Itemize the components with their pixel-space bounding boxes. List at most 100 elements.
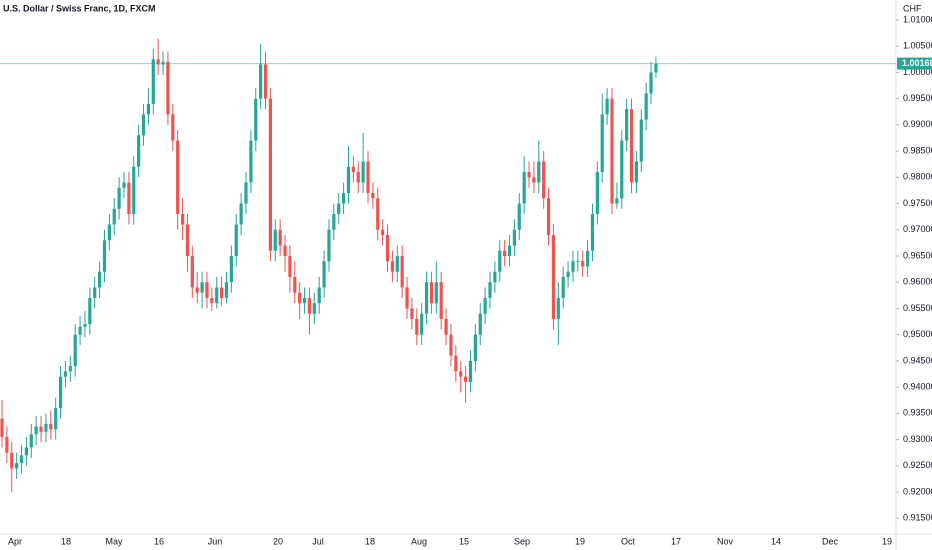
candle-body: [268, 98, 272, 251]
candle-body: [34, 426, 38, 435]
candle-body: [522, 172, 526, 204]
candle-body: [459, 371, 463, 377]
candle-body: [239, 203, 243, 225]
candle-body: [29, 434, 33, 448]
candle-body: [98, 271, 102, 288]
candle-body: [249, 140, 253, 183]
time-tick-label: 19: [575, 536, 585, 546]
candle-body: [302, 297, 307, 304]
time-tick-label: Sep: [514, 536, 530, 546]
candle-body: [229, 255, 233, 283]
candle-body: [551, 235, 556, 319]
candle-body: [625, 109, 629, 141]
candle-body: [424, 282, 429, 314]
candle-body: [68, 366, 72, 372]
candle-body: [39, 426, 43, 432]
time-tick-label: 18: [61, 536, 71, 546]
candle-body: [117, 187, 121, 209]
candle-body: [590, 214, 595, 251]
time-tick-label: Oct: [621, 536, 636, 546]
candle-body: [220, 287, 224, 298]
candle-body: [595, 172, 599, 215]
time-tick-label: 16: [154, 536, 164, 546]
candle-body: [342, 193, 346, 204]
candle-body: [127, 182, 131, 215]
candle-body: [141, 114, 146, 136]
candle-body: [10, 452, 14, 469]
candle-body: [205, 282, 209, 298]
candle-body: [107, 224, 111, 241]
candle-body: [478, 313, 482, 335]
candle-body: [629, 109, 634, 183]
candle-body: [527, 172, 531, 178]
candle-body: [54, 408, 58, 430]
price-tick-label: 1.00500: [903, 41, 932, 51]
candle-body: [385, 235, 390, 262]
candle-body: [390, 261, 394, 272]
candle-body: [473, 334, 477, 361]
candle-body: [337, 203, 341, 215]
candle-body: [44, 423, 48, 432]
candle-body: [605, 98, 609, 115]
candle-body: [434, 282, 438, 304]
candle-body: [137, 135, 141, 167]
candle-body: [566, 271, 570, 277]
candle-body: [449, 334, 453, 356]
time-tick-label: Nov: [717, 536, 734, 546]
candle-body: [132, 166, 136, 215]
candle-body: [405, 287, 409, 309]
time-tick-label: Jul: [312, 536, 324, 546]
currency-label: CHF: [903, 3, 922, 13]
candle-body: [78, 326, 82, 335]
time-tick-label: 14: [771, 536, 781, 546]
candle-body: [224, 282, 229, 298]
candle-body: [503, 250, 507, 256]
candle-body: [0, 418, 4, 437]
candle-body: [288, 255, 292, 277]
time-tick-label: May: [105, 536, 123, 546]
candle-body: [15, 463, 19, 469]
candle-body: [517, 203, 521, 230]
time-tick-label: 17: [671, 536, 681, 546]
time-tick-label: 20: [273, 536, 283, 546]
candle-body: [395, 255, 399, 272]
candle-body: [415, 318, 419, 335]
candle-body: [195, 287, 199, 293]
candle-body: [634, 161, 638, 183]
candle-body: [507, 245, 512, 256]
candle-body: [576, 261, 580, 263]
candle-body: [171, 114, 175, 141]
candle-body: [88, 297, 92, 325]
candle-body: [234, 224, 238, 256]
candle-body: [546, 198, 551, 236]
candle-body: [483, 297, 487, 314]
time-tick-label: Aug: [411, 536, 427, 546]
candle-body: [190, 255, 194, 288]
candle-body: [210, 297, 214, 304]
candle-body: [19, 455, 24, 464]
candle-body: [185, 224, 190, 256]
candle-body: [376, 198, 380, 230]
candle-body: [410, 308, 414, 319]
candle-body: [571, 261, 575, 272]
last-price-badge: [897, 57, 932, 70]
candle-body: [293, 276, 297, 293]
candle-body: [532, 177, 536, 183]
candle-body: [93, 287, 97, 298]
candle-body: [420, 313, 424, 335]
candle-body: [615, 198, 619, 204]
candle-body: [58, 376, 63, 409]
candle-body: [263, 64, 268, 99]
candle-body: [439, 282, 443, 319]
